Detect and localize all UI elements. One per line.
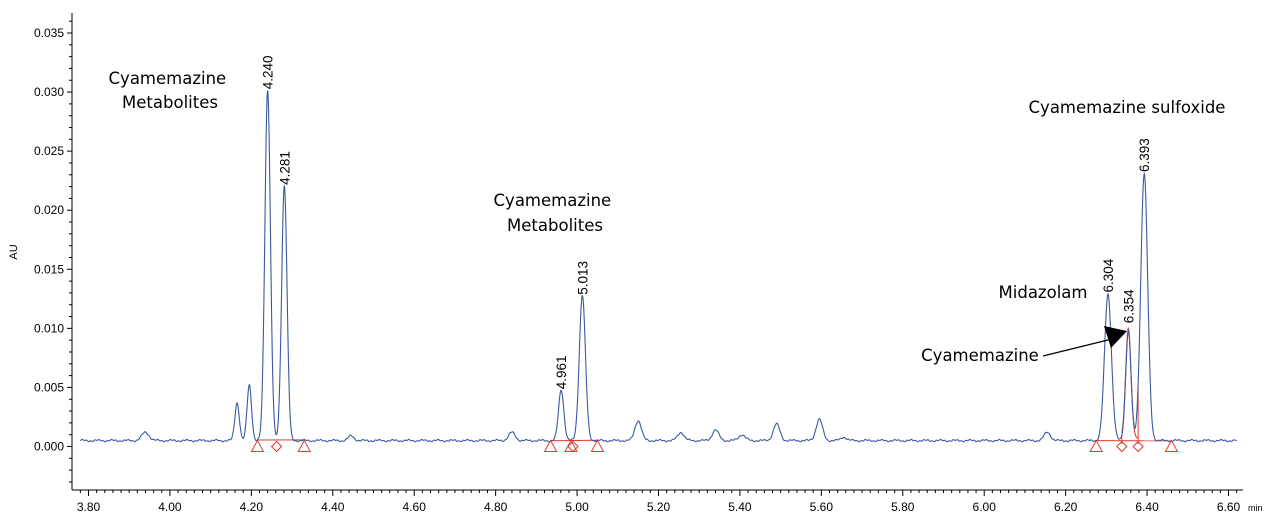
peak-rt-label: 6.304 [1101,258,1116,292]
chromatogram-trace [80,90,1237,443]
annotation-metabolites-2: Cyamemazine Metabolites [494,191,617,235]
annotation-midazolam: Midazolam [999,283,1088,302]
y-tick-label: 0.035 [34,26,64,40]
x-tick-label: 6.60 [1217,500,1241,514]
annotation-metabolites-1: Cyamemazine Metabolites [109,69,232,112]
x-tick-label: 4.00 [158,500,182,514]
integration-valley-marker [1116,440,1128,453]
cyamemazine-arrow-line [1042,338,1113,357]
integration-baseline [550,439,598,442]
y-tick-label: 0.025 [34,144,64,158]
x-tick-label: 4.80 [484,500,508,514]
x-tick-label: 3.80 [77,500,101,514]
x-tick-label: 6.40 [1135,500,1159,514]
y-tick-label: 0.030 [34,85,64,99]
y-tick-label: 0.015 [34,262,64,276]
y-tick-label: 0.020 [34,203,64,217]
y-tick-label: 0.005 [34,380,64,394]
integration-start-end-marker [590,439,605,452]
integration-start-end-marker [250,439,265,452]
annotation-cyamemazine-sulfoxide: Cyamemazine sulfoxide [1029,98,1226,117]
peak-rt-label: 4.961 [554,356,569,390]
x-axis-unit: min [1248,503,1263,513]
x-tick-label: 4.20 [240,500,264,514]
cyamemazine-arrow-head [1104,326,1127,348]
peak-labels: 4.240 4.281 4.961 5.013 6.304 6.354 6.393 [261,56,1153,390]
x-tick-label: 6.00 [973,500,997,514]
annotations: Cyamemazine Metabolites Cyamemazine Meta… [109,69,1226,365]
integration-valley-marker [567,440,579,453]
x-tick-label: 4.60 [403,500,427,514]
x-tick-label: 5.20 [647,500,671,514]
axes: 0.000 0.005 0.010 0.015 0.020 0.025 0.030 0.035… [34,13,1243,514]
x-ticks: 3.80 4.00 4.20 4.40 4.60 4.80 5.00 5.20 5.40 5.60… [77,490,1241,514]
y-tick-label: 0.010 [34,321,64,335]
integration-start-end-marker [1164,439,1179,452]
y-ticks: 0.000 0.005 0.010 0.015 0.020 0.025 0.030 0.035 [34,20,72,483]
integration-valley-marker [270,440,283,453]
integration-valley-marker [1132,440,1144,453]
x-tick-label: 5.80 [891,500,915,514]
x-tick-label: 5.40 [728,500,752,514]
integration-start-end-marker [297,439,312,452]
peak-rt-label: 4.281 [277,151,292,185]
y-tick-label: 0.000 [34,440,64,454]
integration-markers [250,439,1179,453]
x-tick-label: 5.00 [565,500,589,514]
peak-rt-label: 5.013 [575,261,590,295]
x-tick-label: 5.60 [810,500,834,514]
peak-rt-label: 6.393 [1137,138,1152,172]
peak-rt-label: 6.354 [1121,289,1136,323]
x-tick-label: 4.40 [321,500,345,514]
peak-rt-label: 4.240 [261,56,276,90]
x-tick-label: 6.20 [1054,500,1078,514]
integration-start-end-marker [1089,439,1104,452]
y-axis-title: AU [8,244,20,259]
annotation-cyamemazine: Cyamemazine [921,346,1039,365]
integration-start-end-marker [543,439,558,452]
